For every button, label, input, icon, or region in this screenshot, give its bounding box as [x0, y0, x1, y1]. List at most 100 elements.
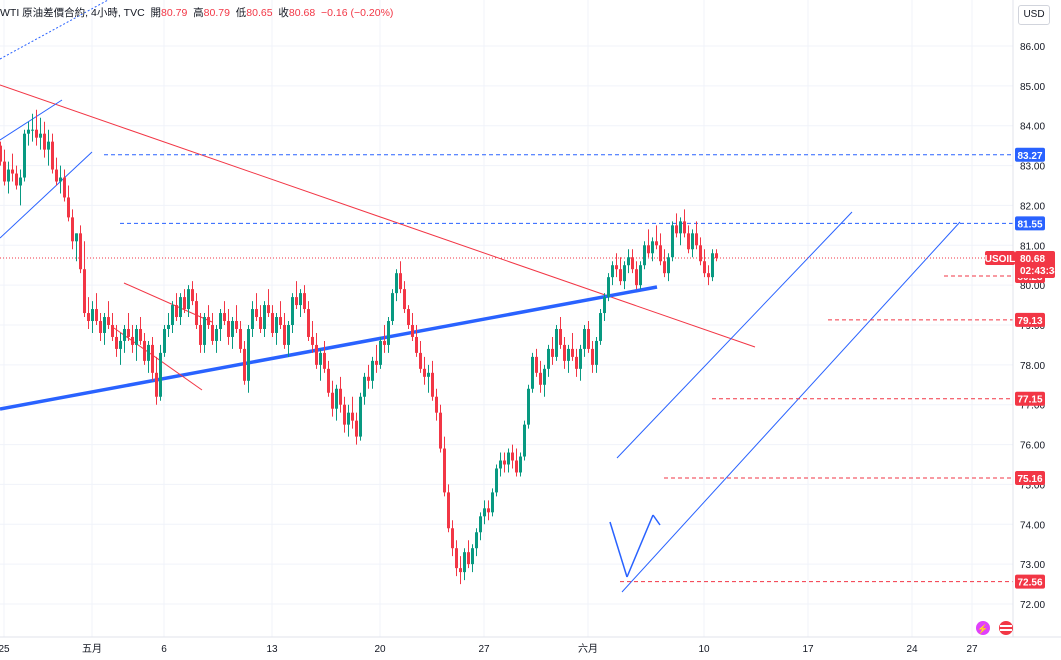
dotted-trendline[interactable]: [0, 0, 109, 60]
price-tags: 83.2781.5580.2379.1377.1575.1672.56USOIL…: [985, 147, 1060, 589]
candle-body: [147, 344, 150, 361]
early-channel-bottom[interactable]: [0, 151, 93, 239]
candle-body: [315, 344, 318, 365]
candle-body: [647, 245, 650, 254]
x-tick-label: 17: [802, 644, 814, 655]
candle-body: [351, 412, 354, 421]
candle-body: [499, 460, 502, 469]
channel-upper[interactable]: [616, 211, 853, 459]
candle-body: [583, 328, 586, 349]
candle-body: [483, 508, 486, 517]
candle-body: [287, 325, 290, 345]
channel-lower[interactable]: [621, 221, 961, 593]
candle-body: [459, 568, 462, 573]
currency-button[interactable]: USD: [1018, 5, 1050, 25]
x-tick-label: 27: [966, 644, 978, 655]
candle-body: [379, 340, 382, 365]
candle-body: [567, 348, 570, 361]
symbol-tag: [985, 251, 1015, 266]
candle-body: [411, 325, 414, 337]
candle-body: [487, 508, 490, 513]
candle-body: [111, 325, 114, 337]
candle-body: [119, 340, 122, 349]
candle-body: [255, 309, 258, 318]
candle-body: [123, 328, 126, 341]
candle-body: [643, 245, 646, 266]
candle-body: [327, 368, 330, 393]
candle-body: [155, 372, 158, 397]
dividend-event-icon[interactable]: [976, 621, 990, 635]
candle-body: [683, 221, 686, 234]
rising-support-line[interactable]: [0, 285, 658, 411]
candle-body: [395, 273, 398, 294]
y-tick-label: 84.00: [1020, 122, 1045, 133]
candle-body: [183, 297, 186, 310]
candle-body: [479, 516, 482, 533]
candle-body: [571, 348, 574, 357]
chart-legend: WTI 原油差價合約, 4小時, TVC 開80.79 高80.79 低80.6…: [0, 5, 393, 20]
candle-body: [243, 348, 246, 381]
candle-body: [403, 289, 406, 310]
last-price-tag: [1015, 251, 1055, 279]
level-tag-72.56: [1015, 574, 1045, 589]
zigzag-2[interactable]: [626, 514, 654, 578]
candle-body: [531, 356, 534, 389]
candle-body: [423, 368, 426, 377]
svg-text:⚡: ⚡: [977, 623, 988, 635]
candle-body: [543, 368, 546, 385]
candle-body: [151, 344, 154, 373]
x-tick-label: 13: [266, 644, 278, 655]
candle-body: [671, 225, 674, 258]
candle-body: [179, 297, 182, 318]
event-icons[interactable]: ⚡: [976, 621, 1013, 635]
candle-body: [691, 233, 694, 250]
candle-body: [415, 336, 418, 353]
candle-body: [95, 309, 98, 322]
level-tag-83.27: [1015, 147, 1045, 162]
candle-body: [455, 548, 458, 569]
candle-body: [71, 217, 74, 242]
horizontal-levels[interactable]: [0, 154, 1013, 583]
candle-body: [575, 356, 578, 369]
candle-body: [247, 328, 250, 381]
candle-body: [171, 305, 174, 325]
candle-body: [51, 141, 54, 170]
candle-body: [279, 317, 282, 325]
y-tick-label: 81.00: [1020, 241, 1045, 252]
candle-body: [631, 257, 634, 270]
symbol-title[interactable]: WTI 原油差價合約, 4小時, TVC: [0, 7, 145, 19]
x-tick-label: 五月: [82, 643, 102, 655]
candle-body: [715, 253, 718, 259]
close-label: 收: [278, 7, 289, 19]
candle-body: [271, 313, 274, 333]
candle-body: [607, 277, 610, 298]
candle-body: [467, 552, 470, 565]
candle-body: [19, 177, 22, 186]
candle-body: [347, 412, 350, 425]
early-channel-top[interactable]: [0, 99, 63, 141]
candle-body: [267, 305, 270, 314]
y-tick-label: 80.00: [1020, 281, 1045, 292]
candle-body: [635, 269, 638, 286]
zigzag-1[interactable]: [609, 521, 628, 578]
candle-body: [79, 233, 82, 270]
candle-body: [67, 197, 70, 218]
y-tick-label: 73.00: [1020, 560, 1045, 571]
y-tick-label: 78.00: [1020, 361, 1045, 372]
last-price-text: 80.68: [1020, 254, 1045, 265]
candle-body: [323, 352, 326, 369]
level-tag-81.55: [1015, 216, 1045, 231]
zigzag-3[interactable]: [652, 514, 661, 526]
level-tag-79.13: [1015, 312, 1045, 327]
candle-body: [375, 360, 378, 365]
candle-body: [159, 352, 162, 397]
y-tick-label: 85.00: [1020, 82, 1045, 93]
candle-body: [443, 448, 446, 493]
us-flag-event-icon[interactable]: [999, 621, 1013, 635]
time-axis[interactable]: 25 五月 6 13 20 27 六月 10 17 24 27: [0, 643, 978, 655]
descending-trendline[interactable]: [0, 84, 756, 348]
candle-body: [335, 388, 338, 409]
candle-body: [203, 317, 206, 345]
trend-drawings[interactable]: [0, 0, 961, 593]
